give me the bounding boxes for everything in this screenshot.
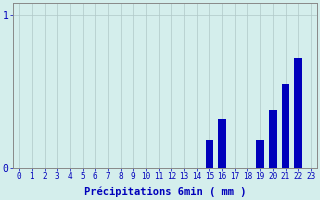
- Bar: [218, 119, 226, 168]
- Bar: [256, 140, 264, 168]
- X-axis label: Précipitations 6min ( mm ): Précipitations 6min ( mm ): [84, 187, 246, 197]
- Bar: [206, 140, 213, 168]
- Bar: [269, 110, 276, 168]
- Bar: [294, 58, 302, 168]
- Bar: [282, 84, 289, 168]
